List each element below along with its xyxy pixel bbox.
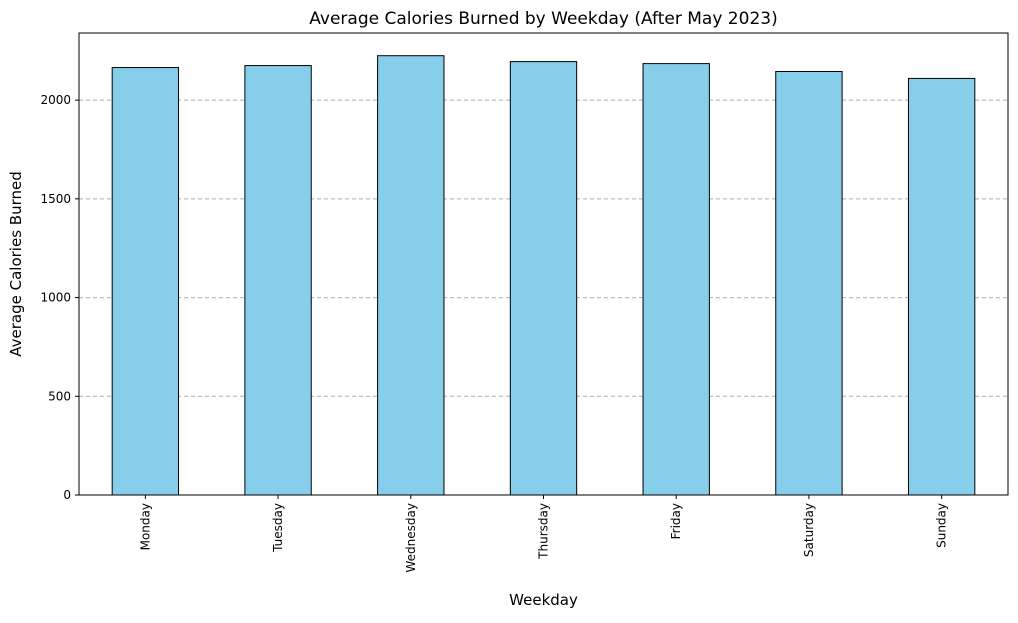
chart-title: Average Calories Burned by Weekday (Afte…	[309, 9, 777, 29]
y-tick-label: 2000	[40, 93, 71, 107]
y-axis-label: Average Calories Burned	[7, 171, 25, 356]
x-tick-label: Monday	[138, 503, 152, 550]
x-tick-label: Sunday	[935, 503, 949, 548]
bars	[111, 55, 976, 496]
bar-sunday	[907, 77, 976, 496]
y-tick-label: 0	[63, 488, 71, 502]
x-tick-label: Wednesday	[404, 503, 418, 572]
y-tick-label: 500	[48, 389, 71, 403]
y-axis-ticks: 0 500 1000 1500 2000	[40, 93, 79, 502]
bar-tuesday	[244, 65, 312, 496]
bar-thursday	[509, 61, 578, 496]
x-tick-label: Saturday	[802, 503, 816, 557]
bar-saturday	[775, 71, 843, 496]
x-axis-ticks: Monday Tuesday Wednesday Thursday Friday Satu…	[138, 495, 949, 572]
x-tick-label: Tuesday	[271, 503, 285, 553]
y-tick-label: 1000	[40, 291, 71, 305]
x-tick-label: Thursday	[537, 503, 551, 560]
bar-wednesday	[377, 55, 445, 496]
bar-friday	[642, 63, 710, 496]
x-axis-label: Weekday	[509, 591, 578, 609]
y-tick-label: 1500	[40, 192, 71, 206]
bar-monday	[111, 67, 180, 496]
x-tick-label: Friday	[669, 503, 683, 539]
